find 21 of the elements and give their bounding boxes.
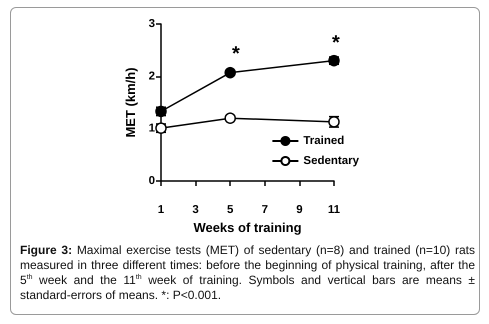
y-tick-label: 1	[148, 122, 156, 135]
point	[224, 112, 236, 124]
x-tick-label: 9	[296, 204, 303, 216]
legend-label: Trained	[303, 135, 344, 147]
point	[155, 106, 167, 118]
y-tick-label: 2	[148, 70, 155, 82]
text: Figure 3: Maximal exercise tests (MET) of sedentary (n=8) and trained (n=10) rats measured in three different times: before the beginning of physical training, after the 5$^{th}$ week and the 11$^{th}$ week of training. Symbols and vertical bars are means ± standard-errors of means. *: P<0.001.	[20, 243, 476, 302]
y-tick-label: 3	[148, 18, 155, 30]
y-axis-title: MET (km/h)	[123, 67, 138, 138]
x-tick-label: 3	[192, 204, 199, 216]
legend-label: Sedentary	[303, 155, 360, 167]
y-tick-label: 0	[148, 175, 155, 187]
point	[224, 66, 236, 78]
x-tick-label: 11	[328, 204, 341, 216]
x-tick-label: 5	[226, 204, 234, 216]
point	[155, 122, 167, 134]
annotation: *	[332, 32, 340, 54]
x-tick-label: 7	[262, 204, 268, 216]
annotation: *	[232, 43, 240, 65]
x-tick-label: 1	[158, 204, 165, 216]
x-axis-title: Weeks of training	[193, 220, 302, 235]
